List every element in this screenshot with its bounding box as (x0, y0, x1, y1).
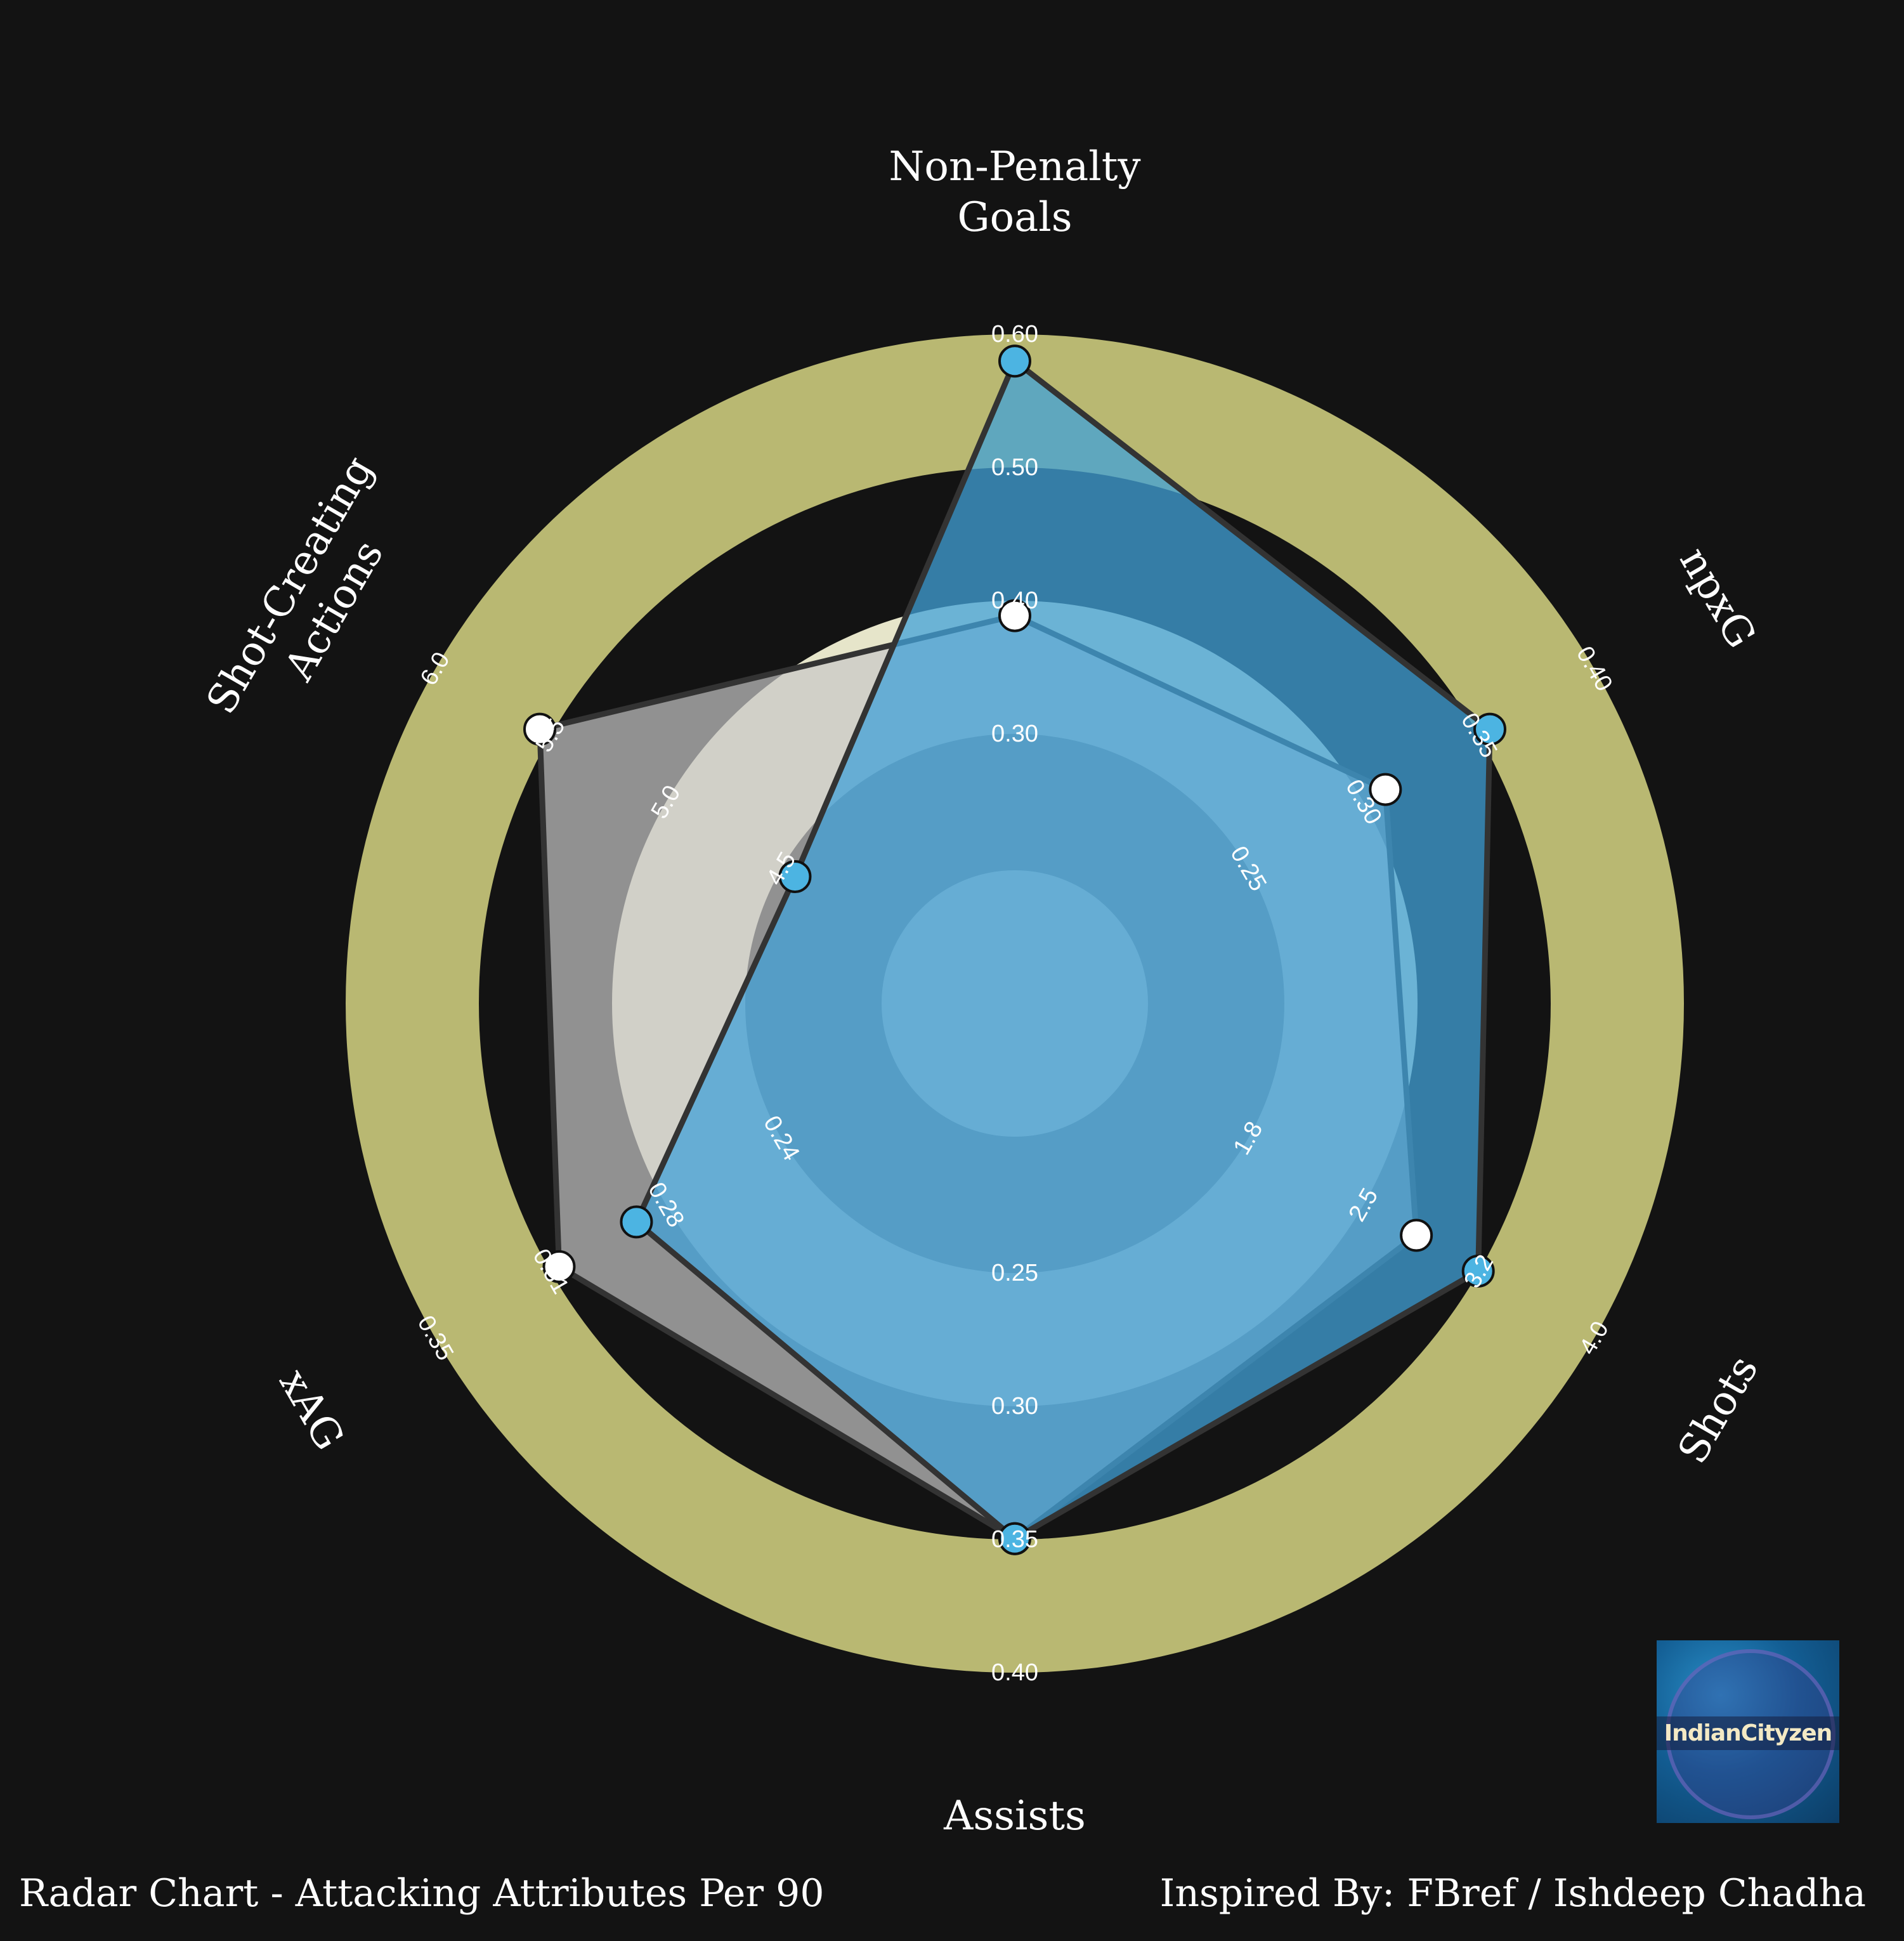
footer-credit: Inspired By: FBref / Ishdeep Chadha (1160, 1871, 1866, 1916)
param-label-2: Shots (1669, 1348, 1768, 1472)
logo-image: IndianCityzen (1657, 1640, 1839, 1823)
tick-label: 0.35 (991, 1526, 1038, 1553)
tick-label: 0.30 (991, 1393, 1038, 1420)
param-label-line: Shots (1669, 1348, 1768, 1472)
param-label-line: npxG (1670, 540, 1764, 657)
param-label-line: Goals (957, 194, 1072, 241)
tick-label: 0.40 (991, 1659, 1038, 1686)
param-label-line: Non-Penalty (889, 143, 1140, 190)
tick-label: 0.25 (991, 1260, 1038, 1286)
tick-label: 0.50 (991, 454, 1038, 481)
series-1-point-2 (1401, 1220, 1431, 1251)
param-label-line: xAG (270, 1361, 353, 1458)
param-label-line: Assists (943, 1793, 1086, 1840)
series-0-point-4 (621, 1206, 651, 1237)
param-label-3: Assists (943, 1793, 1086, 1840)
series-0-point-0 (1000, 346, 1030, 376)
tick-label: 0.40 (991, 587, 1038, 614)
footer-title: Radar Chart - Attacking Attributes Per 9… (19, 1871, 825, 1916)
param-label-1: npxG (1670, 540, 1764, 657)
param-label-5: Shot-CreatingActions (198, 448, 427, 747)
tick-label: 0.60 (991, 321, 1038, 348)
logo-text: IndianCityzen (1657, 1716, 1839, 1750)
param-label-4: xAG (270, 1361, 353, 1458)
tick-label: 0.30 (991, 721, 1038, 747)
param-label-0: Non-Penalty Goals (889, 143, 1140, 241)
